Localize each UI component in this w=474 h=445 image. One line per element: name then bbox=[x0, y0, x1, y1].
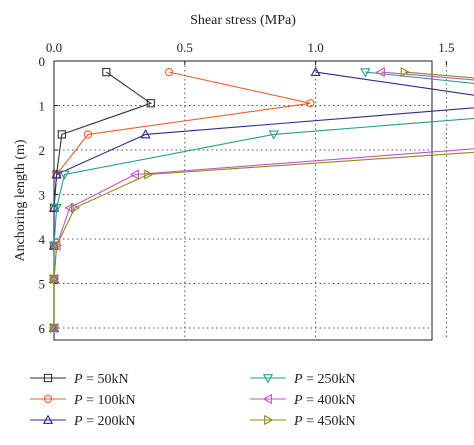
x-tick-label: 1.5 bbox=[438, 40, 454, 55]
x-tick-label: 1.0 bbox=[307, 40, 323, 55]
data-point-marker bbox=[140, 129, 151, 139]
data-point-marker bbox=[264, 414, 274, 426]
series-2 bbox=[49, 67, 315, 333]
data-point-marker bbox=[43, 373, 53, 383]
legend-item: P = 450kN bbox=[250, 414, 356, 429]
data-point-marker bbox=[262, 374, 274, 384]
data-point-marker bbox=[83, 130, 93, 139]
series-layer bbox=[48, 66, 474, 334]
legend-label: P = 200kN bbox=[73, 414, 136, 429]
data-point-marker bbox=[146, 99, 155, 108]
data-point-marker bbox=[51, 203, 62, 214]
y-tick-label: 6 bbox=[39, 321, 46, 336]
y-tick-label: 3 bbox=[39, 188, 46, 203]
x-axis-ticks: 0.00.51.01.52.02.5 bbox=[46, 40, 455, 65]
data-point-marker bbox=[310, 66, 321, 77]
data-point-marker bbox=[306, 99, 315, 108]
legend-item: P = 100kN bbox=[30, 393, 136, 408]
data-point-marker bbox=[57, 130, 66, 139]
series-4 bbox=[48, 68, 474, 334]
legend-label: P = 100kN bbox=[73, 393, 136, 408]
legend-item: P = 250kN bbox=[250, 372, 356, 387]
y-tick-label: 4 bbox=[39, 232, 46, 247]
series-5 bbox=[48, 66, 474, 334]
y-tick-label: 5 bbox=[39, 277, 46, 292]
legend-label: P = 50kN bbox=[73, 372, 129, 387]
series-3 bbox=[48, 66, 474, 332]
data-point-marker bbox=[71, 202, 81, 213]
y-tick-label: 1 bbox=[39, 99, 46, 114]
data-point-marker bbox=[48, 202, 60, 212]
series-line bbox=[53, 71, 152, 328]
data-point-marker bbox=[164, 67, 174, 77]
data-point-marker bbox=[50, 273, 60, 285]
series-line bbox=[53, 71, 474, 328]
data-point-marker bbox=[144, 169, 154, 180]
legend-label: P = 250kN bbox=[293, 372, 356, 387]
data-point-marker bbox=[268, 130, 279, 140]
data-point-marker bbox=[51, 169, 62, 179]
series-1 bbox=[49, 67, 155, 333]
y-tick-label: 2 bbox=[39, 143, 46, 158]
series-line bbox=[53, 71, 474, 328]
data-point-marker bbox=[360, 68, 371, 78]
data-point-marker bbox=[50, 322, 60, 334]
y-tick-label: 0 bbox=[39, 54, 46, 69]
data-point-marker bbox=[129, 169, 140, 180]
legend-item: P = 400kN bbox=[250, 393, 356, 408]
data-point-marker bbox=[52, 240, 62, 251]
legend-item: P = 200kN bbox=[30, 414, 136, 429]
data-point-marker bbox=[64, 202, 74, 213]
y-axis-title: Anchoring length (m) bbox=[13, 139, 28, 261]
x-tick-label: 0.5 bbox=[177, 40, 193, 55]
data-point-marker bbox=[400, 66, 410, 78]
legend: P = 50kN P = 100kN P = 200kN P = 250kN P = 4… bbox=[30, 372, 356, 429]
plot-frame bbox=[53, 60, 433, 341]
data-point-marker bbox=[59, 170, 70, 180]
data-point-marker bbox=[375, 66, 385, 78]
grid bbox=[54, 61, 447, 340]
data-point-marker bbox=[262, 393, 272, 405]
series-line bbox=[53, 71, 474, 328]
data-point-marker bbox=[43, 394, 53, 404]
series-line bbox=[53, 71, 474, 328]
legend-item: P = 50kN bbox=[30, 372, 129, 387]
x-axis-title: Shear stress (MPa) bbox=[190, 13, 296, 28]
legend-label: P = 400kN bbox=[293, 393, 356, 408]
data-point-marker bbox=[102, 67, 111, 77]
data-point-marker bbox=[42, 414, 54, 424]
legend-label: P = 450kN bbox=[293, 414, 356, 429]
series-6 bbox=[50, 66, 474, 334]
x-tick-label: 0.0 bbox=[46, 40, 62, 55]
